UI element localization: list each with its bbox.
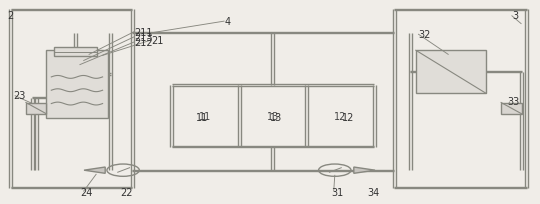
Text: 31: 31 — [332, 187, 344, 197]
Polygon shape — [354, 167, 375, 173]
Text: 12: 12 — [342, 113, 354, 123]
Bar — [54, 48, 97, 57]
Text: 211: 211 — [134, 28, 152, 38]
Bar — [26, 103, 46, 114]
Text: 32: 32 — [418, 30, 431, 40]
Text: 11: 11 — [199, 111, 212, 121]
Text: 13: 13 — [270, 113, 282, 123]
Text: 4: 4 — [224, 17, 230, 26]
Text: 33: 33 — [508, 97, 520, 107]
Text: 11: 11 — [195, 113, 208, 123]
Text: 23: 23 — [13, 91, 25, 101]
Text: 24: 24 — [80, 187, 92, 197]
Text: 12: 12 — [334, 111, 347, 121]
Text: 212: 212 — [134, 38, 152, 48]
Text: 21: 21 — [151, 36, 164, 46]
Text: 2: 2 — [8, 11, 14, 21]
Bar — [416, 51, 486, 94]
Text: 34: 34 — [367, 187, 380, 197]
Text: 13: 13 — [267, 111, 279, 121]
Text: 213: 213 — [134, 33, 152, 43]
Bar — [501, 103, 522, 114]
Polygon shape — [84, 167, 105, 173]
Bar — [46, 51, 108, 118]
Text: 22: 22 — [120, 187, 132, 197]
Text: 3: 3 — [512, 11, 518, 21]
